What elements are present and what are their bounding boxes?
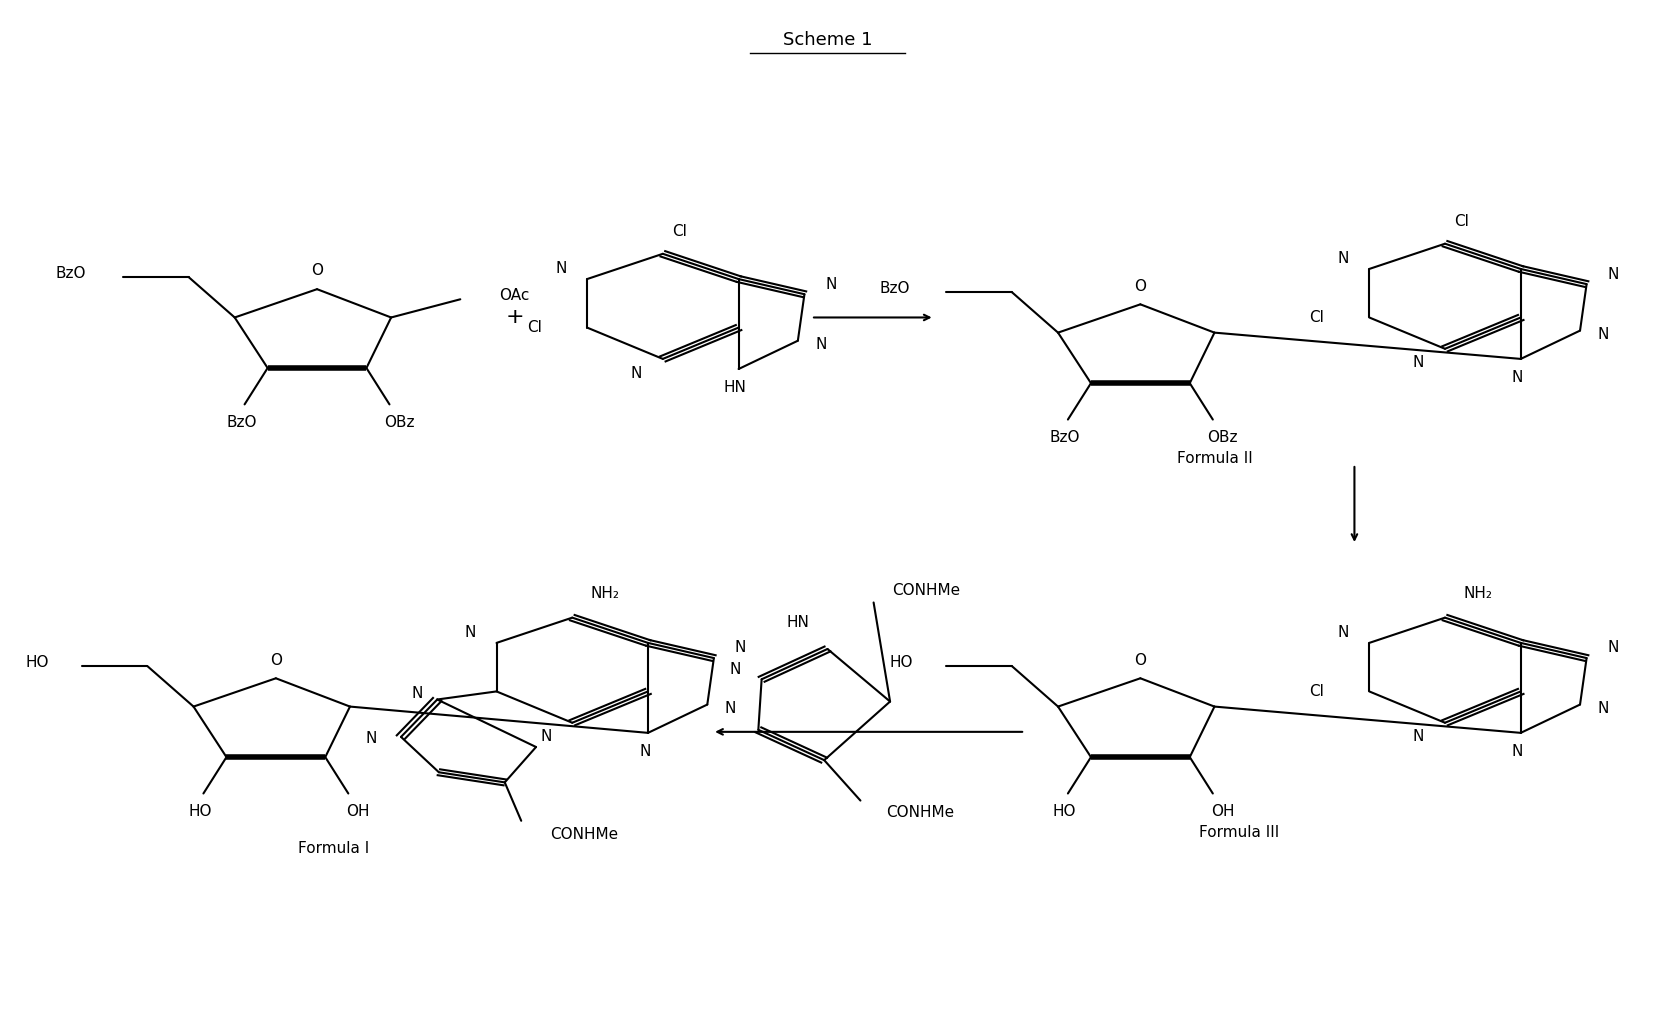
Text: N: N [631, 366, 642, 380]
Text: N: N [730, 661, 741, 677]
Text: Cl: Cl [1309, 310, 1324, 325]
Text: N: N [816, 337, 826, 353]
Text: BzO: BzO [879, 280, 910, 296]
Text: O: O [1134, 652, 1147, 667]
Text: CONHMe: CONHMe [892, 583, 960, 598]
Text: O: O [1134, 278, 1147, 293]
Text: N: N [1607, 267, 1619, 281]
Text: O: O [311, 264, 323, 278]
Text: N: N [639, 744, 650, 758]
Text: CONHMe: CONHMe [885, 805, 953, 820]
Text: O: O [270, 652, 281, 667]
Text: N: N [1511, 744, 1523, 758]
Text: BzO: BzO [1049, 430, 1079, 445]
Text: N: N [826, 276, 836, 291]
Text: BzO: BzO [56, 266, 86, 280]
Text: N: N [1337, 626, 1349, 640]
Text: N: N [1413, 730, 1425, 745]
Text: N: N [1607, 641, 1619, 655]
Text: OAc: OAc [500, 287, 530, 303]
Text: Cl: Cl [526, 320, 541, 335]
Text: N: N [412, 686, 424, 701]
Text: Formula I: Formula I [298, 841, 369, 856]
Text: N: N [465, 626, 477, 640]
Text: NH₂: NH₂ [591, 586, 619, 601]
Text: HO: HO [1053, 804, 1076, 819]
Text: N: N [366, 732, 377, 747]
Text: N: N [735, 641, 746, 655]
Text: N: N [1597, 701, 1609, 716]
Text: Scheme 1: Scheme 1 [783, 31, 872, 49]
Text: OBz: OBz [1208, 430, 1238, 445]
Text: N: N [554, 262, 566, 276]
Text: NH₂: NH₂ [1463, 586, 1493, 601]
Text: OBz: OBz [384, 415, 415, 430]
Text: N: N [540, 730, 551, 745]
Text: +: + [505, 308, 525, 327]
Text: N: N [725, 701, 736, 716]
Text: Cl: Cl [672, 224, 687, 239]
Text: HN: HN [723, 380, 746, 394]
Text: N: N [1413, 356, 1425, 371]
Text: OH: OH [1211, 804, 1235, 819]
Text: HN: HN [786, 615, 809, 630]
Text: Cl: Cl [1309, 684, 1324, 699]
Text: OH: OH [346, 804, 371, 819]
Text: Formula II: Formula II [1177, 451, 1253, 467]
Text: HO: HO [25, 654, 48, 669]
Text: CONHMe: CONHMe [549, 827, 617, 843]
Text: HO: HO [890, 654, 914, 669]
Text: BzO: BzO [227, 415, 257, 430]
Text: Formula III: Formula III [1198, 825, 1279, 841]
Text: HO: HO [189, 804, 212, 819]
Text: N: N [1511, 370, 1523, 384]
Text: Cl: Cl [1455, 214, 1470, 229]
Text: N: N [1597, 327, 1609, 342]
Text: N: N [1337, 252, 1349, 266]
